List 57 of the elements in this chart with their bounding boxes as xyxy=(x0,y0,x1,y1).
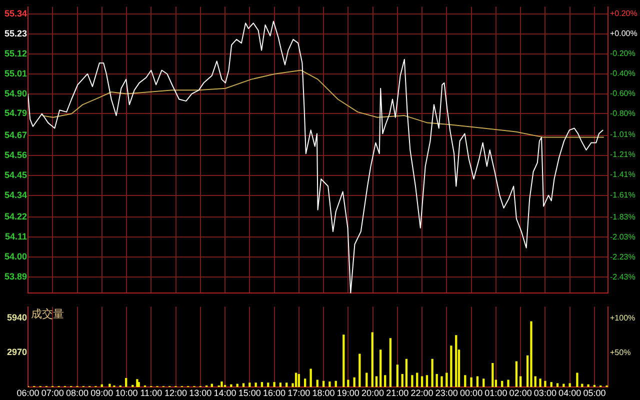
x-tick-label: 18:00 xyxy=(312,388,335,398)
y-tick-label: 54.34 xyxy=(4,190,27,200)
y2-tick-label: -0.40% xyxy=(610,69,636,78)
y-tick-label: 54.11 xyxy=(4,231,27,242)
y2-tick-label: -0.60% xyxy=(610,89,636,98)
x-tick-label: 04:00 xyxy=(558,388,582,398)
x-tick-label: 03:00 xyxy=(534,388,556,398)
y2-tick-label: -2.43% xyxy=(610,272,636,282)
y-tick-label: 55.34 xyxy=(4,8,27,19)
y-tick-label: 54.00 xyxy=(4,251,27,262)
x-tick-label: 22:00 xyxy=(410,388,434,398)
y2-tick-label: +0.00% xyxy=(610,29,638,38)
y-tick-label: 5940 xyxy=(6,312,27,323)
x-tick-label: 01:00 xyxy=(484,388,508,398)
y2-tick-label: -1.61% xyxy=(610,190,636,200)
y2-tick-label: +50% xyxy=(610,348,631,357)
x-tick-label: 14:00 xyxy=(214,388,236,398)
y-tick-label: 55.23 xyxy=(4,28,27,38)
y-tick-label: 54.45 xyxy=(4,170,27,180)
x-tick-label: 00:00 xyxy=(460,388,483,398)
y2-tick-label: -2.23% xyxy=(610,252,636,262)
x-tick-label: 23:00 xyxy=(435,388,458,398)
x-tick-label: 20:00 xyxy=(362,388,384,398)
y-tick-label: 55.01 xyxy=(4,68,27,78)
x-tick-label: 13:00 xyxy=(189,388,212,398)
y-tick-label: 53.89 xyxy=(4,271,27,282)
x-tick-label: 08:00 xyxy=(66,388,89,398)
y-tick-label: 54.67 xyxy=(4,130,27,140)
x-tick-label: 16:00 xyxy=(263,388,286,398)
y2-tick-label: -2.03% xyxy=(610,232,636,242)
x-tick-label: 12:00 xyxy=(164,388,188,398)
y2-tick-label: +100% xyxy=(610,313,636,322)
y-tick-label: 54.22 xyxy=(4,212,27,222)
x-tick-label: 11:00 xyxy=(140,388,162,398)
y2-tick-label: +0.20% xyxy=(610,9,638,18)
y2-tick-label: -0.80% xyxy=(610,109,636,118)
x-tick-label: 05:00 xyxy=(583,388,606,398)
x-tick-label: 09:00 xyxy=(90,388,114,398)
x-tick-label: 19:00 xyxy=(336,388,360,398)
x-tick-label: 10:00 xyxy=(115,388,138,398)
y-tick-label: 55.12 xyxy=(4,48,27,58)
y2-tick-label: -1.21% xyxy=(610,150,636,160)
y-tick-label: 54.79 xyxy=(4,108,27,118)
x-tick-label: 07:00 xyxy=(41,388,64,398)
x-tick-label: 21:00 xyxy=(386,388,409,398)
y2-tick-label: -1.01% xyxy=(610,130,636,140)
annotation: 成交量 xyxy=(31,307,64,320)
x-tick-label: 17:00 xyxy=(288,388,310,398)
y-tick-label: 2970 xyxy=(6,347,27,358)
x-tick-label: 02:00 xyxy=(509,388,532,398)
x-tick-label: 15:00 xyxy=(238,388,261,398)
x-tick-label: 06:00 xyxy=(16,388,40,398)
y2-tick-label: -0.20% xyxy=(610,49,636,58)
y-tick-label: 54.56 xyxy=(4,150,27,160)
y2-tick-label: -1.83% xyxy=(610,212,636,222)
y2-tick-label: -1.41% xyxy=(610,170,636,180)
y-tick-label: 54.90 xyxy=(4,88,27,98)
